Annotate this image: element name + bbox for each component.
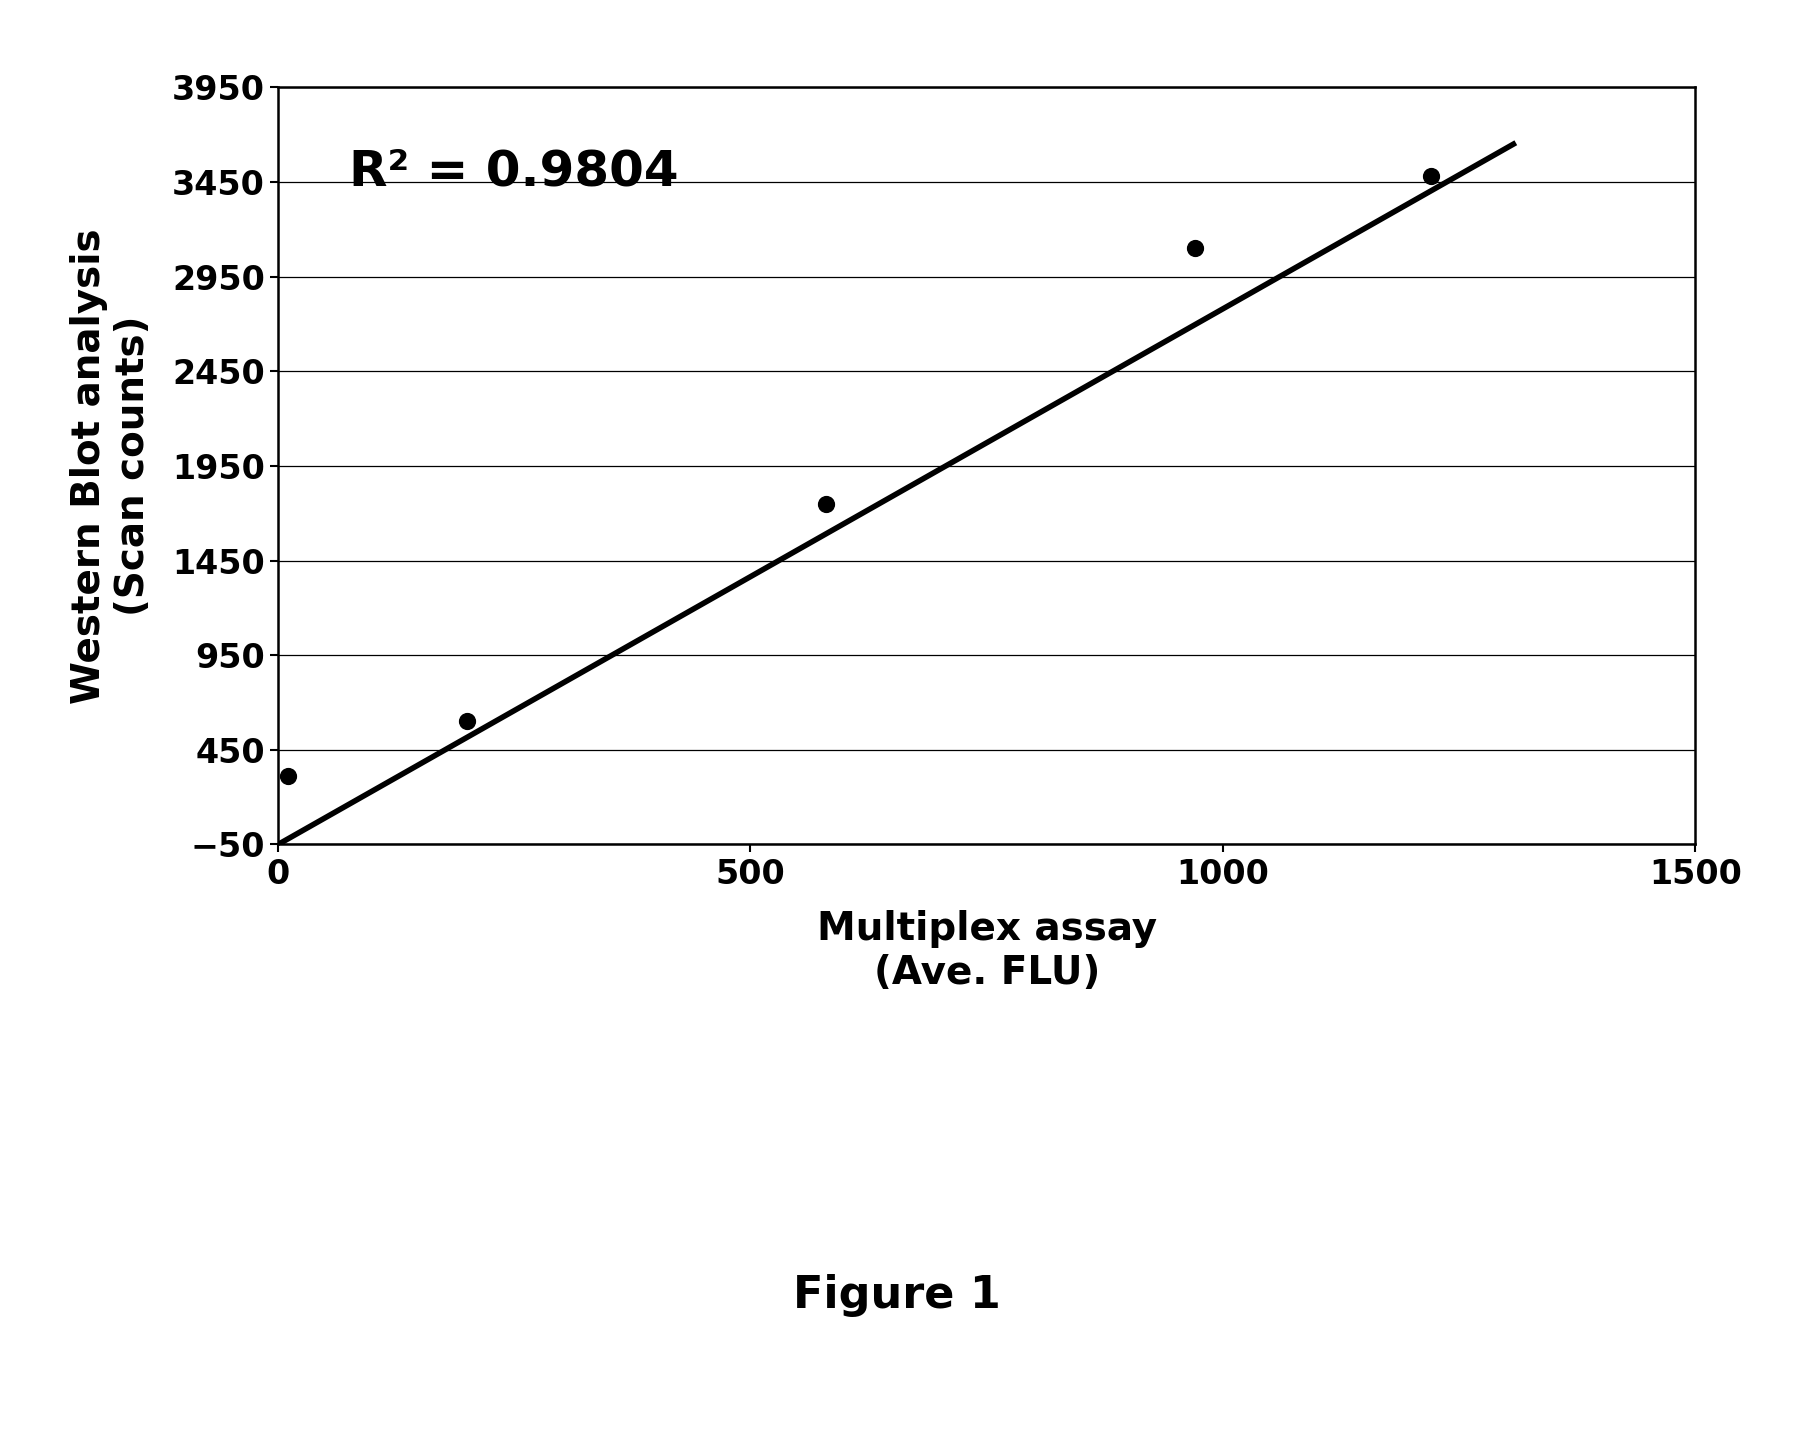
Point [1180,236,1209,259]
Point [811,492,840,515]
X-axis label: Multiplex assay
(Ave. FLU): Multiplex assay (Ave. FLU) [816,910,1157,992]
Point [452,711,481,734]
Text: Figure 1: Figure 1 [793,1274,1001,1318]
Text: R² = 0.9804: R² = 0.9804 [348,149,678,197]
Point [273,764,301,788]
Point [1417,165,1446,188]
Y-axis label: Western Blot analysis
(Scan counts): Western Blot analysis (Scan counts) [70,229,152,703]
